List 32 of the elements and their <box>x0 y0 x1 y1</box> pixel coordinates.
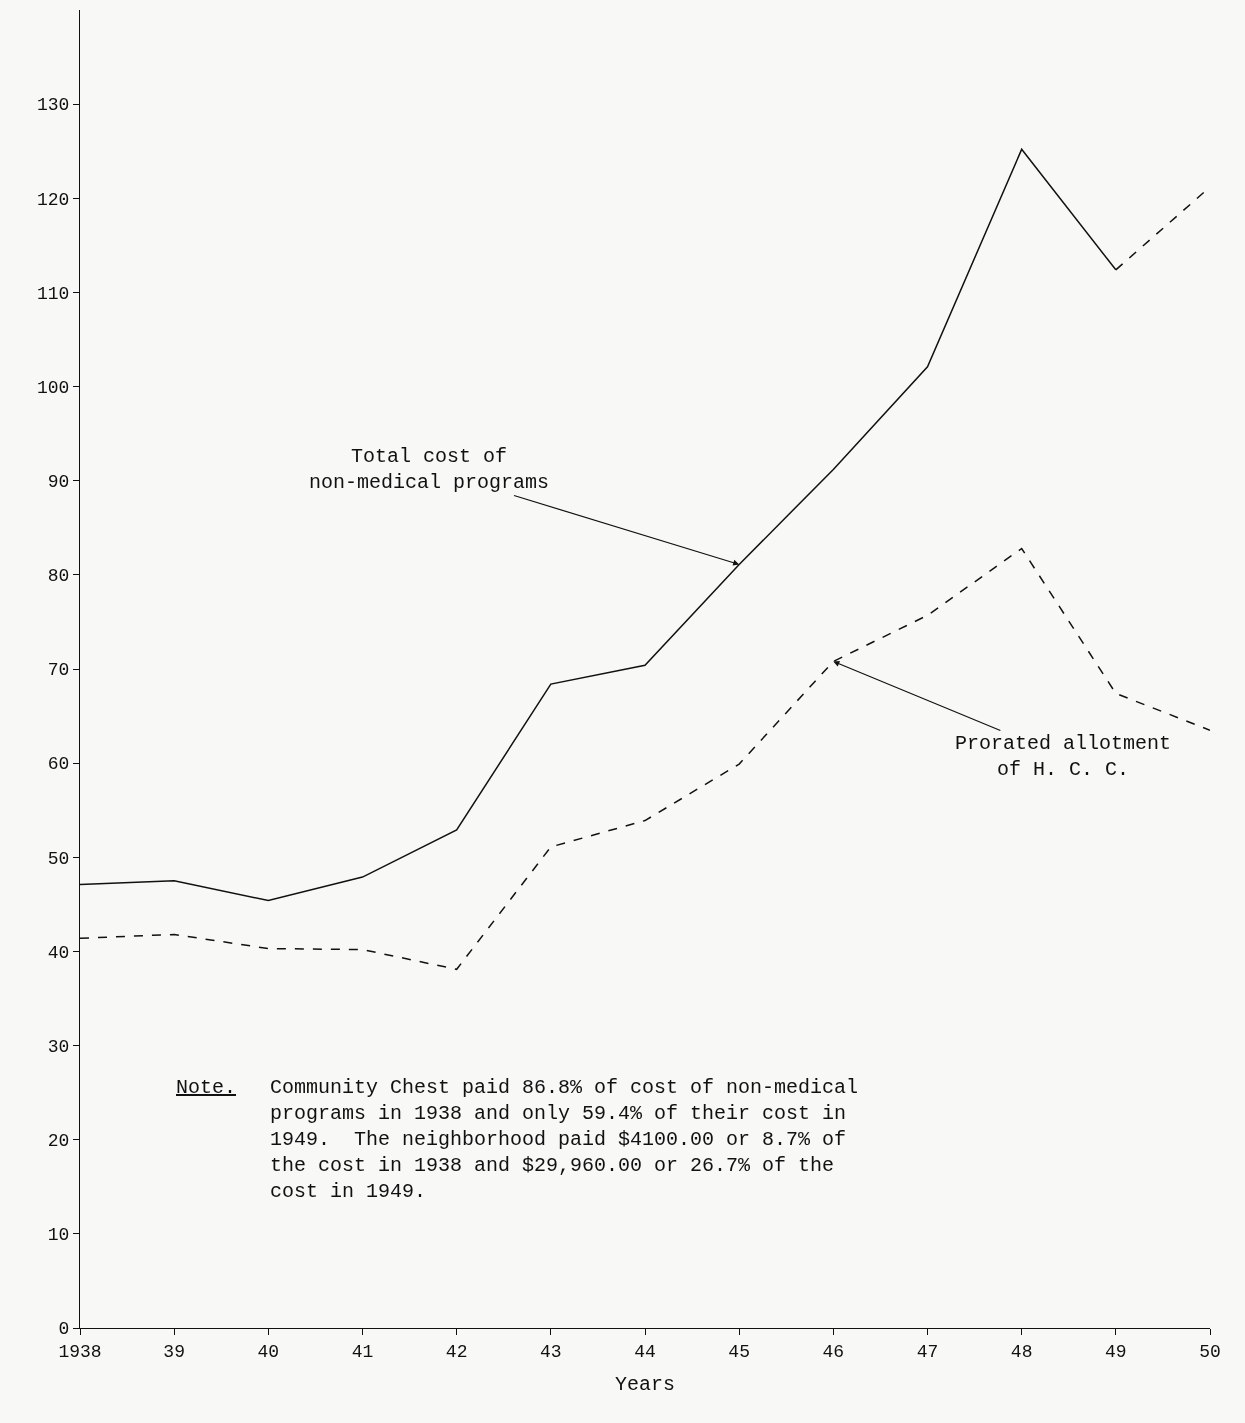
x-tick-label: 43 <box>540 1341 562 1362</box>
series-label: Prorated allotment of H. C. C. <box>955 732 1172 781</box>
y-tick-label: 100 <box>36 377 70 398</box>
x-tick-label: 41 <box>351 1341 374 1362</box>
x-tick-label: 46 <box>822 1341 845 1362</box>
x-tick-label: 42 <box>445 1341 468 1362</box>
y-tick-label: 110 <box>36 283 70 304</box>
y-tick-label: 130 <box>36 95 70 116</box>
x-tick-label: 48 <box>1010 1341 1033 1362</box>
x-tick-label: 49 <box>1105 1341 1127 1362</box>
x-tick-label: 1938 <box>58 1341 102 1362</box>
y-tick-label: 80 <box>47 566 70 587</box>
x-tick-label: 50 <box>1199 1341 1221 1362</box>
x-tick-label: 47 <box>916 1341 939 1362</box>
x-tick-label: 45 <box>728 1341 750 1362</box>
y-tick-label: 90 <box>47 472 70 493</box>
y-tick-label: 60 <box>47 754 70 775</box>
text: Total cost of non-medical programs <box>309 445 550 494</box>
x-tick-label: 39 <box>163 1341 185 1362</box>
y-tick-label: 30 <box>47 1036 70 1057</box>
y-tick-label: 50 <box>47 848 70 869</box>
y-tick-label: 40 <box>47 942 70 963</box>
y-tick-label: 10 <box>47 1225 70 1246</box>
x-tick-label: 44 <box>634 1341 656 1362</box>
annotation: Note. <box>176 1076 237 1099</box>
x-axis-title: Years <box>614 1373 676 1397</box>
y-tick-label: 70 <box>47 660 70 681</box>
y-tick-label: 0 <box>58 1319 70 1340</box>
y-tick-label: 120 <box>36 189 70 210</box>
y-tick-label: 20 <box>47 1131 70 1152</box>
annotation: Community Chest paid 86.8% of cost of non-medical programs in 1938 and only 59.4% of their cost in 1949. The neighborhood paid $4100.00 or 8.7% of the cost in 1938 and $29,960.00 or 26.7% of the cost in 1949. <box>270 1076 859 1203</box>
x-tick-label: 40 <box>257 1341 280 1362</box>
